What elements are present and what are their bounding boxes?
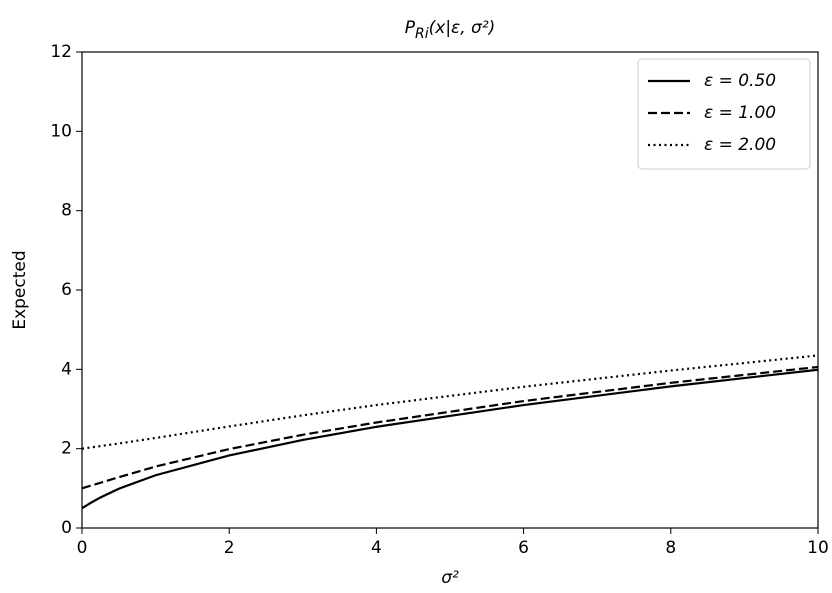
x-tick-label: 0 xyxy=(77,538,88,558)
title-sub: Ri xyxy=(415,26,429,42)
x-tick-label: 6 xyxy=(518,538,529,558)
legend-label: ε = 0.50 xyxy=(704,71,776,91)
x-tick-label: 8 xyxy=(665,538,676,558)
y-tick-label: 6 xyxy=(61,280,72,300)
y-axis-label: Expected xyxy=(10,250,30,329)
y-tick-label: 4 xyxy=(61,359,72,379)
line-series xyxy=(82,370,818,508)
legend-label: ε = 1.00 xyxy=(704,103,776,123)
x-tick-label: 10 xyxy=(807,538,829,558)
y-tick-label: 10 xyxy=(50,121,72,141)
y-tick-label: 12 xyxy=(50,42,72,62)
x-axis-label: σ² xyxy=(441,568,459,588)
chart: PRi(x|ε, σ²) σ² Expected 0 2 4 6 8 10 12 0 2 4 6 8 1… xyxy=(0,0,832,593)
x-tick-label: 4 xyxy=(371,538,382,558)
line-series xyxy=(82,355,818,448)
chart-title: PRi(x|ε, σ²) xyxy=(405,18,496,42)
y-tick-label: 2 xyxy=(61,439,72,459)
legend-label: ε = 2.00 xyxy=(704,135,776,155)
y-tick-label: 0 xyxy=(61,518,72,538)
line-series xyxy=(82,367,818,488)
title-rest: (x|ε, σ²) xyxy=(429,18,496,38)
x-tick-label: 2 xyxy=(224,538,235,558)
y-tick-label: 8 xyxy=(61,201,72,221)
